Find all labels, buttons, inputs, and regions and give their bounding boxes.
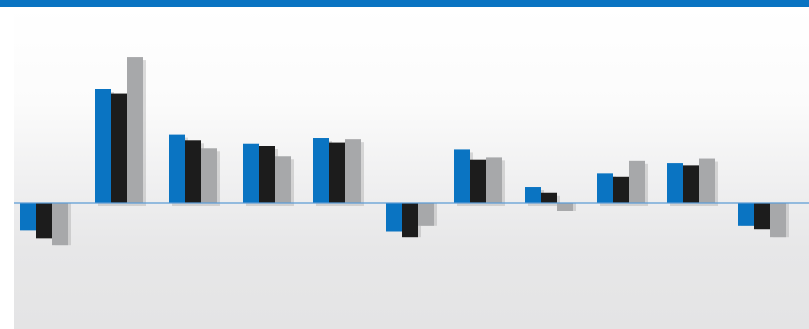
bar-s1-c11 (738, 203, 754, 226)
bar-s1-c7 (454, 149, 470, 203)
bar-s2-c6 (402, 203, 418, 238)
bar-group-7 (454, 149, 505, 206)
bar-s2-c9 (613, 176, 629, 203)
bar-group-8 (525, 187, 576, 211)
bar-s2-c2 (111, 93, 127, 203)
bar-s1-c9 (597, 173, 613, 203)
bar-s2-c5 (329, 142, 345, 203)
bar-s3-c11 (770, 203, 786, 238)
bar-s1-c1 (20, 203, 36, 231)
bar-s2-c3 (185, 140, 201, 203)
bar-s1-c6 (386, 203, 402, 232)
bar-s1-c10 (667, 163, 683, 203)
bar-s3-c6 (418, 203, 434, 226)
bar-s1-c8 (525, 187, 541, 203)
bar-group-3 (169, 134, 220, 206)
bar-s2-c10 (683, 165, 699, 203)
bar-s1-c4 (243, 143, 259, 203)
bar-s2-c4 (259, 146, 275, 203)
bar-group-6 (386, 203, 437, 238)
bar-s2-c11 (754, 203, 770, 230)
bar-s2-c8 (541, 192, 557, 203)
bar-s1-c2 (95, 89, 111, 203)
bar-group-4 (243, 143, 294, 206)
top-rule (0, 0, 809, 7)
bar-group-1 (20, 203, 71, 246)
bar-group-10 (667, 158, 718, 206)
bar-group-2 (95, 57, 146, 206)
bar-s3-c2 (127, 57, 143, 203)
bar-s3-c8 (557, 203, 573, 211)
bar-s3-c10 (699, 158, 715, 203)
bar-group-9 (597, 160, 648, 206)
bar-s2-c7 (470, 159, 486, 203)
bar-s3-c3 (201, 148, 217, 203)
bar-s2-c1 (36, 203, 52, 239)
bar-s3-c4 (275, 156, 291, 203)
bar-s1-c3 (169, 134, 185, 203)
bar-group-5 (313, 138, 364, 206)
bar-s3-c9 (629, 160, 645, 203)
bar-group-11 (738, 203, 789, 238)
bar-s3-c7 (486, 157, 502, 203)
bar-s3-c5 (345, 139, 361, 203)
bar-s3-c1 (52, 203, 68, 246)
bar-s1-c5 (313, 138, 329, 203)
